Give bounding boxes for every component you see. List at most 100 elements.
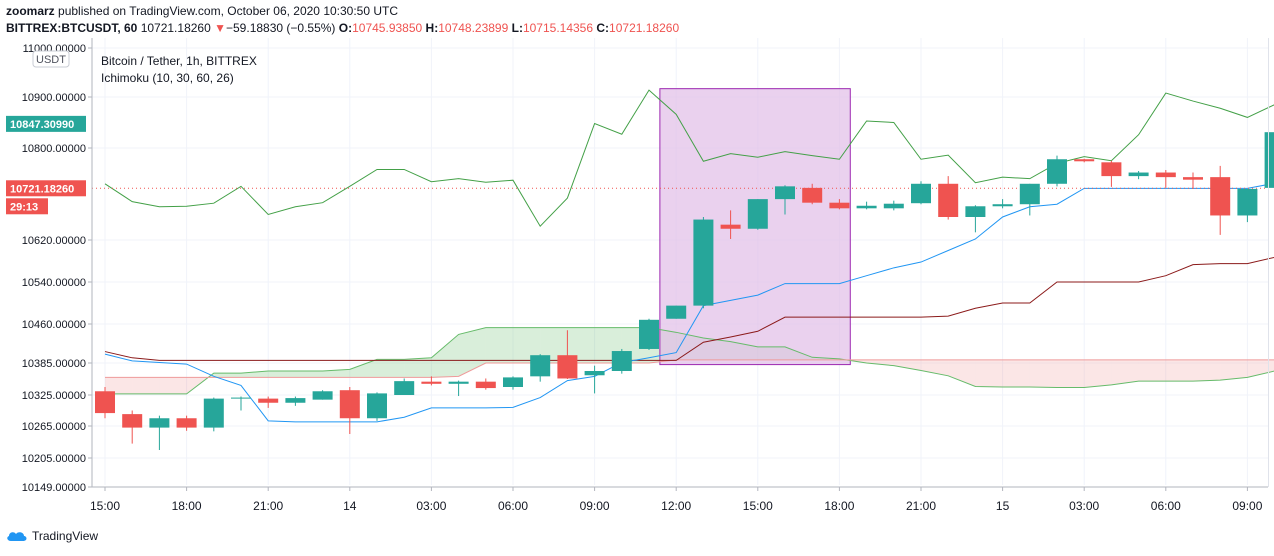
candle-body bbox=[775, 186, 795, 200]
candle-body bbox=[285, 398, 306, 403]
cloud-segment bbox=[1165, 359, 1193, 382]
candle-body bbox=[1074, 159, 1095, 162]
candle-body bbox=[1101, 162, 1122, 177]
x-tick-label: 18:00 bbox=[172, 499, 202, 513]
indicator-label: Ichimoku (10, 30, 60, 26) bbox=[101, 71, 234, 85]
candle-body bbox=[856, 205, 877, 209]
base-line bbox=[104, 256, 1274, 361]
cloud-segment bbox=[893, 359, 921, 371]
cloud-segment bbox=[159, 377, 187, 394]
candle-body bbox=[503, 377, 523, 387]
cloud-segment bbox=[567, 327, 595, 363]
x-tick-label: 15:00 bbox=[743, 499, 773, 513]
candle-body bbox=[747, 199, 768, 229]
price-label-badge bbox=[6, 180, 86, 197]
candle-body bbox=[475, 381, 496, 389]
chart-axes bbox=[91, 38, 1269, 488]
candle-body bbox=[149, 418, 170, 428]
price-label-badge bbox=[6, 115, 86, 132]
cloud-segment bbox=[105, 377, 133, 394]
candle-body bbox=[693, 219, 714, 306]
x-tick-label: 15 bbox=[996, 499, 1010, 513]
candle-body bbox=[394, 381, 415, 395]
published-text: published on TradingView.com, October 06… bbox=[58, 4, 399, 18]
candle-body bbox=[1128, 172, 1149, 177]
x-tick-label: 09:00 bbox=[580, 499, 610, 513]
cloud-segment bbox=[349, 359, 377, 378]
candle-body bbox=[992, 204, 1013, 207]
high-label: H: bbox=[425, 21, 439, 35]
x-tick-label: 14 bbox=[343, 499, 357, 513]
right-border bbox=[1268, 38, 1269, 487]
cloud-segment bbox=[1220, 359, 1248, 381]
candle-body bbox=[1237, 188, 1258, 216]
tradingview-brand: TradingView bbox=[32, 529, 99, 543]
x-tick-label: 21:00 bbox=[906, 499, 936, 513]
candle-body bbox=[965, 206, 986, 217]
x-tick-label: 06:00 bbox=[1151, 499, 1181, 513]
x-tick-label: 18:00 bbox=[824, 499, 854, 513]
candle-body bbox=[448, 381, 469, 384]
high-value: 10748.23899 bbox=[438, 21, 509, 35]
candle-body bbox=[312, 391, 333, 400]
cloud-segment bbox=[431, 334, 459, 378]
cloud-segment bbox=[1057, 359, 1085, 388]
y-tick-label: 10265.00000 bbox=[22, 421, 86, 433]
cloud-segment bbox=[132, 377, 160, 394]
candle-body bbox=[176, 418, 197, 428]
last-price: 10721.18260 bbox=[140, 21, 211, 35]
price-label-text: 29:13 bbox=[10, 201, 38, 213]
cloud-segment bbox=[1084, 359, 1112, 388]
cloud-segment bbox=[1193, 359, 1221, 382]
conversion-line bbox=[104, 182, 1274, 423]
lagging-span-line bbox=[104, 89, 1274, 228]
candle-body bbox=[883, 203, 904, 209]
open-label: O: bbox=[338, 21, 353, 35]
cloud-segment bbox=[921, 359, 949, 376]
y-tick-label: 10620.00000 bbox=[22, 235, 86, 247]
price-label-text: 10721.18260 bbox=[10, 183, 74, 195]
y-tick-label: 10325.00000 bbox=[22, 390, 86, 402]
open-value: 10745.93850 bbox=[352, 21, 423, 35]
candle-body bbox=[584, 371, 605, 376]
candle-body bbox=[911, 183, 931, 204]
cloud-segment bbox=[1029, 359, 1057, 388]
cloud-segment bbox=[458, 327, 486, 377]
candle-body bbox=[666, 305, 687, 319]
price-label-badge bbox=[6, 198, 48, 215]
currency-badge[interactable] bbox=[32, 50, 70, 68]
chart-title: Bitcoin / Tether, 1h, BITTREX bbox=[101, 54, 257, 68]
senkou-span-a-line bbox=[105, 327, 1274, 395]
candle-body bbox=[1047, 159, 1067, 184]
x-tick-label: 15:00 bbox=[90, 499, 120, 513]
ohlc-legend: BITTREX:BTCUSDT, 60 10721.18260 ▼−59.188… bbox=[6, 21, 679, 35]
y-tick-label: 10900.00000 bbox=[22, 92, 86, 104]
cloud-logo-icon bbox=[7, 532, 27, 541]
price-chart[interactable]: 11000.0000010900.0000010800.0000010620.0… bbox=[0, 38, 1274, 528]
tradingview-logo[interactable]: TradingView bbox=[6, 529, 98, 543]
cloud-segment bbox=[377, 359, 405, 378]
candle-body bbox=[720, 224, 741, 229]
cloud-segment bbox=[295, 371, 323, 378]
cloud-segment bbox=[1247, 359, 1274, 378]
candle-body bbox=[938, 183, 959, 217]
candle-body bbox=[421, 381, 442, 384]
y-tick-label: 10800.00000 bbox=[22, 143, 86, 155]
cloud-segment bbox=[1002, 359, 1030, 387]
candle-body bbox=[367, 393, 387, 419]
candle-body bbox=[95, 391, 115, 414]
cloud-segment bbox=[948, 359, 976, 387]
candle-body bbox=[203, 398, 224, 428]
cloud-segment bbox=[268, 371, 296, 378]
candle-body bbox=[1155, 172, 1176, 178]
author-name[interactable]: zoomarz bbox=[6, 4, 55, 18]
candle-body bbox=[122, 414, 143, 428]
y-axis-ticks: 11000.0000010900.0000010800.0000010620.0… bbox=[22, 43, 92, 494]
low-label: L: bbox=[511, 21, 523, 35]
ichimoku-lines bbox=[92, 89, 1274, 423]
y-tick-label: 10460.00000 bbox=[22, 319, 86, 331]
candle-body bbox=[1019, 183, 1040, 205]
cloud-segment bbox=[322, 369, 350, 378]
cloud-segment bbox=[513, 327, 541, 363]
y-tick-label: 10149.00000 bbox=[22, 482, 86, 494]
